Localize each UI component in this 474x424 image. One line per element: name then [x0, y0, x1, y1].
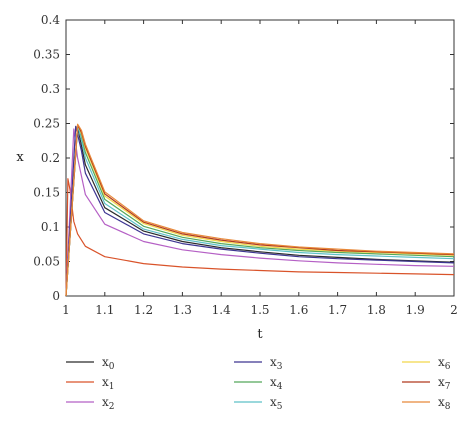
x-tick-label: 1.7: [328, 303, 347, 317]
y-tick-label: 0.35: [33, 48, 60, 62]
x-tick-label: 1: [62, 303, 70, 317]
x-tick-label: 1.3: [173, 303, 192, 317]
series-line-x4: [65, 124, 455, 297]
legend-label-x0: x0: [102, 355, 115, 372]
x-tick-label: 1.9: [406, 303, 425, 317]
y-tick-label: 0.3: [41, 82, 60, 96]
x-tick-label: 1.5: [250, 303, 269, 317]
y-axis-label: x: [16, 150, 24, 165]
y-tick-label: 0.2: [41, 151, 60, 165]
series-line-x0: [65, 126, 455, 297]
x-tick-label: 1.6: [289, 303, 308, 317]
x-axis: 1 1.1 1.2 1.3 1.4 1.5 1.6 1.7 1.8 1.9 2: [62, 20, 458, 317]
x-tick-label: 2: [450, 303, 458, 317]
legend-label-x5: x5: [270, 395, 283, 412]
legend-label-x3: x3: [270, 355, 283, 372]
series-line-x8: [65, 123, 455, 297]
legend-label-x7: x7: [438, 375, 451, 392]
series-line-x2: [65, 128, 455, 297]
y-axis: 0 0.05 0.1 0.15 0.2 0.25 0.3 0.35 0.4: [33, 13, 454, 303]
y-tick-label: 0.1: [41, 220, 60, 234]
legend: x0 x1 x2 x3 x4 x5 x6 x7 x8: [66, 355, 451, 412]
series-lines: [65, 123, 455, 297]
legend-label-x2: x2: [102, 395, 115, 412]
y-tick-label: 0.15: [33, 186, 60, 200]
x-tick-label: 1.8: [367, 303, 386, 317]
legend-label-x1: x1: [102, 375, 115, 392]
x-tick-label: 1.1: [95, 303, 114, 317]
y-tick-label: 0.4: [41, 13, 60, 27]
series-line-x5: [65, 124, 455, 297]
series-line-x3: [65, 125, 455, 297]
x-tick-label: 1.4: [212, 303, 231, 317]
y-tick-label: 0.25: [33, 117, 60, 131]
x-axis-label: t: [257, 327, 263, 342]
series-line-x1: [65, 178, 455, 297]
legend-label-x8: x8: [438, 395, 451, 412]
y-tick-label: 0.05: [33, 255, 60, 269]
legend-label-x4: x4: [270, 375, 283, 392]
x-tick-label: 1.2: [134, 303, 153, 317]
y-tick-label: 0: [52, 289, 60, 303]
legend-label-x6: x6: [438, 355, 451, 372]
